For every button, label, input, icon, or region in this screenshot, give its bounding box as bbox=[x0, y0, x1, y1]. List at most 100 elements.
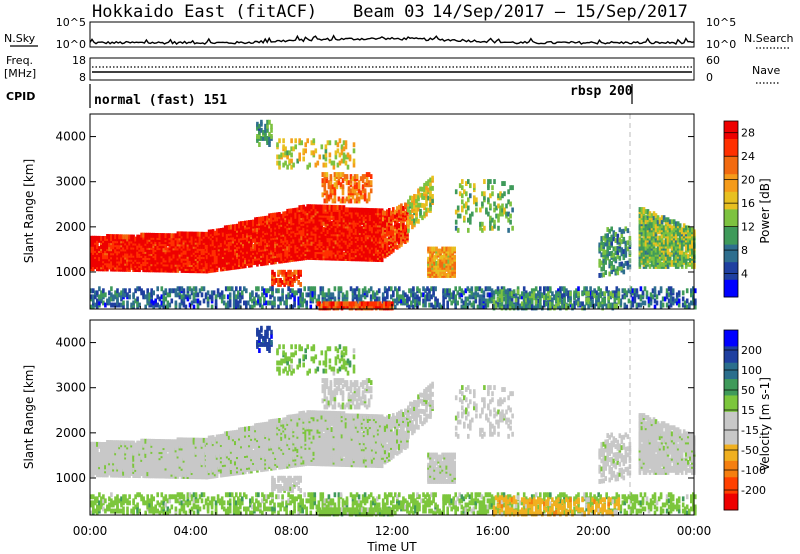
range-gate-cell bbox=[162, 265, 166, 271]
range-gate-cell bbox=[369, 188, 373, 194]
range-gate-cell bbox=[298, 229, 301, 235]
range-gate-cell bbox=[346, 207, 350, 213]
range-gate-cell bbox=[219, 228, 223, 233]
range-gate-cell bbox=[231, 224, 235, 230]
noise-sky-label: N.Sky bbox=[4, 32, 36, 45]
range-gate-cell bbox=[207, 229, 211, 235]
range-gate-cell bbox=[272, 212, 275, 218]
range-gate-cell bbox=[246, 220, 249, 226]
range-gate-cell bbox=[176, 231, 180, 237]
freq-right-bottom-tick: 0 bbox=[706, 71, 713, 84]
range-gate-cell bbox=[152, 290, 155, 296]
range-gate-cell bbox=[294, 222, 297, 227]
range-gate-cell bbox=[270, 213, 273, 218]
range-gate-cell bbox=[251, 290, 254, 296]
frequency-panel: Freq. [MHz] 18 8 60 0 Nave bbox=[4, 54, 780, 84]
range-gate-cell bbox=[104, 236, 107, 241]
range-gate-cell bbox=[260, 216, 263, 222]
freq-label-line2: [MHz] bbox=[4, 67, 36, 80]
range-gate-cell bbox=[345, 174, 349, 179]
range-gate-cell bbox=[128, 234, 131, 240]
range-gate-cell bbox=[334, 213, 338, 218]
range-gate-cell bbox=[274, 220, 277, 226]
nave-label: Nave bbox=[752, 64, 780, 77]
range-gate-cell bbox=[225, 225, 229, 231]
range-gate-cell bbox=[158, 257, 162, 263]
range-gate-cell bbox=[360, 246, 364, 252]
range-gate-cell bbox=[334, 205, 338, 210]
range-gate-cell bbox=[341, 184, 345, 190]
range-gate-cell bbox=[431, 175, 434, 181]
range-gate-cell bbox=[168, 233, 172, 239]
range-gate-cell bbox=[110, 286, 113, 292]
range-gate-cell bbox=[318, 243, 322, 248]
range-gate-cell bbox=[362, 207, 366, 213]
range-gate-cell bbox=[207, 245, 211, 251]
range-gate-cell bbox=[164, 265, 168, 271]
range-gate-cell bbox=[144, 232, 147, 238]
range-gate-cell bbox=[453, 254, 456, 260]
range-gate-cell bbox=[338, 205, 342, 210]
range-gate-cell bbox=[166, 255, 170, 261]
range-gate-cell bbox=[213, 255, 217, 261]
range-gate-cell bbox=[400, 237, 403, 243]
range-gate-cell bbox=[431, 194, 434, 199]
range-gate-cell bbox=[348, 217, 352, 223]
range-gate-cell bbox=[90, 256, 93, 261]
range-gate-cell bbox=[272, 257, 275, 263]
range-gate-cell bbox=[406, 213, 409, 219]
range-gate-cell bbox=[236, 246, 239, 251]
range-gate-cell bbox=[252, 244, 255, 249]
range-gate-cell bbox=[346, 244, 350, 249]
range-gate-cell bbox=[278, 234, 281, 240]
range-gate-cell bbox=[604, 270, 607, 275]
range-gate-cell bbox=[258, 216, 261, 222]
range-gate-cell bbox=[340, 227, 344, 233]
noise-panel: N.Sky 10^5 10^0 10^5 10^0 N.Search bbox=[4, 16, 794, 51]
range-gate-cell bbox=[383, 219, 387, 224]
range-gate-cell bbox=[231, 228, 235, 234]
range-gate-cell bbox=[154, 233, 157, 238]
range-gate-cell bbox=[217, 228, 221, 234]
range-gate-cell bbox=[245, 288, 248, 294]
range-gate-cell bbox=[342, 252, 346, 257]
range-gate-cell bbox=[390, 230, 393, 236]
range-gate-cell bbox=[134, 236, 137, 242]
range-gate-cell bbox=[234, 230, 237, 236]
range-gate-cell bbox=[404, 224, 407, 230]
range-gate-cell bbox=[306, 204, 309, 210]
range-gate-cell bbox=[188, 266, 192, 271]
range-gate-cell bbox=[396, 244, 399, 250]
range-gate-cell bbox=[333, 296, 337, 302]
range-gate-cell bbox=[215, 228, 219, 234]
range-gate-cell bbox=[104, 292, 107, 298]
range-gate-cell bbox=[256, 253, 259, 259]
range-gate-cell bbox=[217, 234, 221, 240]
range-gate-cell bbox=[372, 254, 376, 260]
range-gate-cell bbox=[108, 234, 111, 239]
range-gate-cell bbox=[618, 255, 622, 261]
range-gate-cell bbox=[402, 216, 405, 221]
range-gate-cell bbox=[318, 204, 322, 210]
range-gate-cell bbox=[126, 234, 129, 240]
range-gate-cell bbox=[336, 223, 340, 229]
range-gate-cell bbox=[360, 226, 364, 231]
range-gate-cell bbox=[434, 286, 437, 292]
range-gate-cell bbox=[202, 286, 206, 292]
range-gate-cell bbox=[363, 188, 367, 194]
range-gate-cell bbox=[223, 260, 227, 265]
range-gate-cell bbox=[162, 233, 166, 238]
range-gate-cell bbox=[150, 232, 153, 238]
range-gate-cell bbox=[262, 226, 265, 232]
range-gate-cell bbox=[370, 220, 374, 226]
range-gate-cell bbox=[221, 227, 225, 233]
freq-label-line1: Freq. bbox=[6, 54, 33, 67]
range-gate-cell bbox=[390, 249, 393, 255]
range-gate-cell bbox=[246, 254, 249, 260]
range-gate-cell bbox=[339, 286, 343, 292]
range-gate-cell bbox=[346, 256, 350, 261]
range-gate-cell bbox=[138, 242, 141, 248]
range-gate-cell bbox=[342, 205, 346, 211]
range-gate-cell bbox=[381, 210, 385, 216]
